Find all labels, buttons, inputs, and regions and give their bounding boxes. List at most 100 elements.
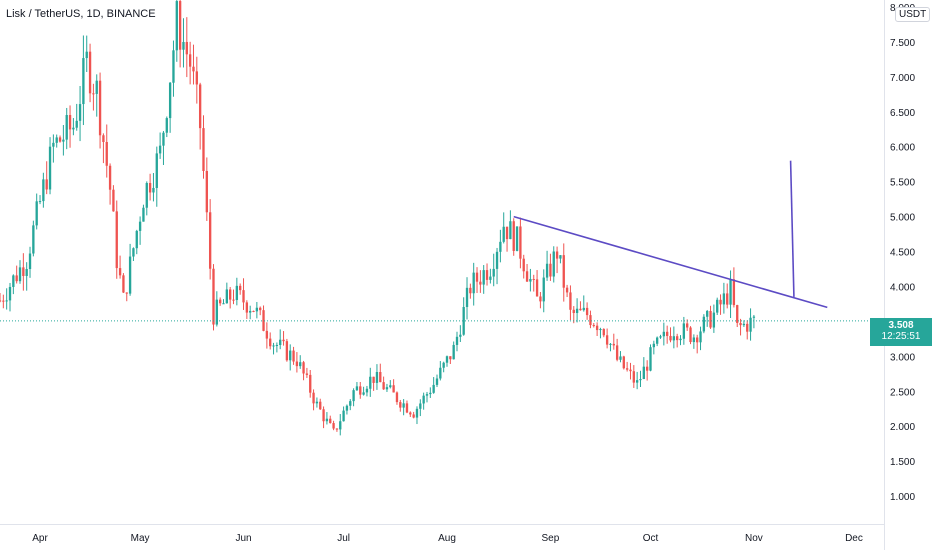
candle-body [68, 115, 72, 130]
candle-body [72, 127, 75, 130]
candle-body [245, 302, 249, 313]
candle [289, 344, 292, 371]
candle [285, 338, 289, 362]
candle-body [195, 71, 198, 85]
candle [392, 379, 395, 393]
candle-body [469, 287, 472, 294]
candle [35, 193, 38, 230]
candle-body [55, 137, 58, 143]
candle-body [265, 330, 269, 339]
candle-body [168, 82, 172, 119]
candle [679, 335, 682, 346]
candle-body [622, 356, 625, 369]
candle [689, 326, 692, 345]
candle [315, 397, 319, 408]
candle [68, 105, 72, 148]
candle-body [419, 403, 422, 409]
candle [442, 361, 445, 373]
candle [12, 274, 15, 295]
candle-body [225, 289, 229, 304]
candle-body [215, 299, 218, 325]
candle [445, 355, 449, 367]
symbol-title: Lisk / TetherUS, 1D, BINANCE [6, 8, 156, 20]
candle-body [409, 412, 412, 415]
candle-body [552, 251, 555, 277]
candle-body [629, 369, 632, 372]
candle-body [505, 226, 509, 240]
candle [78, 85, 82, 142]
candle [415, 406, 419, 425]
candle [409, 411, 412, 418]
candle [145, 181, 148, 216]
candle [25, 262, 28, 291]
candle [529, 268, 532, 292]
candle [245, 300, 249, 319]
candle [389, 380, 392, 389]
candle-body [25, 268, 28, 276]
candle-body [345, 405, 349, 411]
candle [696, 334, 699, 354]
candle-body [175, 1, 178, 51]
candle-body [652, 343, 655, 348]
candle [178, 0, 182, 68]
candle [115, 200, 118, 279]
candle [235, 277, 239, 306]
candle [706, 309, 709, 327]
candle [128, 243, 132, 296]
candle [585, 302, 589, 320]
candle-body [475, 272, 479, 282]
candle-body [515, 226, 519, 251]
candle [249, 305, 252, 320]
candle [158, 132, 162, 159]
candle-body [5, 300, 8, 302]
candle-body [312, 392, 315, 404]
candle-body [28, 253, 32, 269]
candle-body [155, 153, 158, 188]
candle [629, 362, 632, 380]
candle [582, 295, 585, 312]
candle-body [655, 337, 659, 344]
candle-body [572, 309, 575, 314]
candle [182, 18, 185, 68]
candle [22, 253, 25, 291]
candle [62, 125, 65, 156]
candle [599, 327, 602, 339]
candle [138, 216, 142, 245]
candle [726, 283, 729, 309]
candle-body [555, 251, 559, 259]
candle-body [218, 299, 222, 304]
candle-body [489, 276, 492, 280]
currency-badge[interactable]: USDT [895, 7, 931, 22]
candle-body [359, 386, 362, 395]
candle [639, 370, 642, 387]
candle-body [382, 382, 385, 390]
current-price-tag: 3.508 12:25:51 [870, 318, 932, 346]
candle-body [35, 201, 38, 226]
candle [155, 146, 158, 207]
candle [302, 360, 305, 381]
candle [165, 116, 168, 138]
candle [469, 283, 472, 299]
candle-body [712, 312, 716, 328]
candle [135, 229, 138, 255]
candle [395, 391, 399, 405]
candle [472, 262, 475, 306]
candle [676, 333, 679, 348]
candle-body [689, 327, 692, 343]
candle-body [415, 408, 419, 418]
candle-body [185, 41, 188, 55]
candle-body [305, 373, 309, 375]
candle [309, 370, 312, 398]
y-tick-label: 6.000 [890, 143, 915, 154]
candle-body [42, 179, 45, 202]
candle [669, 327, 672, 343]
candle [292, 346, 295, 365]
candle [505, 226, 509, 252]
candle [692, 334, 696, 349]
candle-body [645, 366, 649, 371]
candle [5, 288, 8, 310]
candle [452, 341, 455, 360]
candle-body [182, 41, 185, 50]
